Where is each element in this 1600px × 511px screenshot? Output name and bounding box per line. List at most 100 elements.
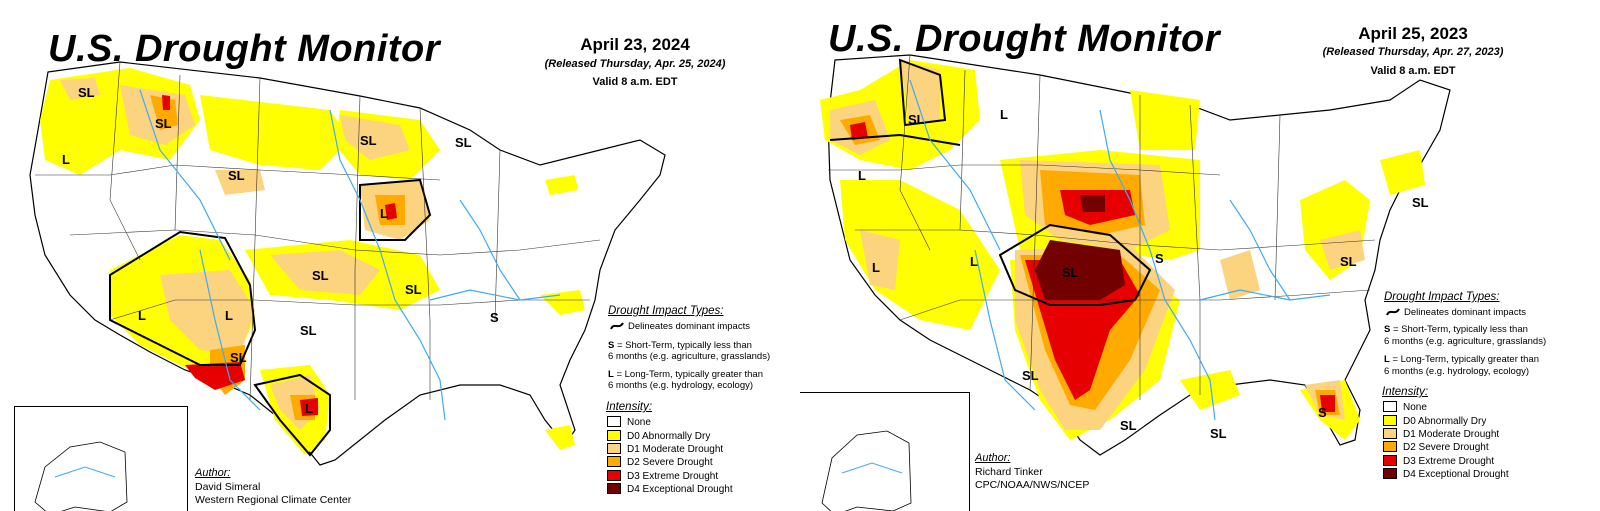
- author-name: Richard Tinker: [975, 466, 1043, 478]
- swatch-none: [607, 415, 621, 427]
- author-org: Western Regional Climate Center: [195, 494, 352, 506]
- legend-d1: D1 Moderate Drought: [607, 442, 723, 456]
- map-label: SL: [1120, 418, 1137, 433]
- impact-line-icon: [1386, 308, 1400, 316]
- swatch-d1: [1383, 427, 1397, 439]
- rivers: [909, 79, 1331, 421]
- impact-long-term-detail: 6 months (e.g. hydrology, ecology): [1384, 366, 1530, 377]
- legend-d3: D3 Extreme Drought: [1383, 454, 1494, 468]
- intensity-title: Intensity:: [1382, 386, 1429, 398]
- swatch-d4: [1383, 467, 1397, 479]
- impact-short-term: S = Short-Term, typically less than: [608, 340, 752, 351]
- map-label: L: [970, 254, 978, 269]
- legend-none: None: [607, 415, 651, 429]
- map-label: SL: [1062, 265, 1079, 280]
- map-label: S: [490, 310, 499, 325]
- map-label: SL: [312, 268, 329, 283]
- map-label: SL: [1022, 368, 1039, 383]
- swatch-d2: [1383, 440, 1397, 452]
- map-label: SL: [230, 350, 247, 365]
- release-date: (Released Thursday, Apr. 25, 2024): [544, 58, 726, 70]
- map-label: SL: [1340, 254, 1357, 269]
- impact-boundaries: [109, 178, 432, 457]
- valid-time: Valid 8 a.m. EDT: [592, 76, 678, 88]
- impact-short-term-detail: 6 months (e.g. agriculture, grasslands): [1384, 336, 1547, 347]
- author-org: CPC/NOAA/NWS/NCEP: [975, 479, 1090, 491]
- author-label: Author:: [975, 452, 1011, 464]
- map-label: SL: [360, 133, 377, 148]
- swatch-d0: [607, 429, 621, 441]
- map-label: S: [1318, 405, 1327, 420]
- swatch-d0: [1383, 414, 1397, 426]
- map-label: SL: [300, 323, 317, 338]
- map-label: L: [138, 308, 146, 323]
- map-date: April 25, 2023: [1358, 24, 1468, 43]
- author-name: David Simeral: [195, 481, 261, 493]
- map-labels-2023: SL L L L L SL S SL SL SL SL SL S: [858, 107, 1429, 441]
- impact-letter-s: S: [608, 340, 615, 351]
- author-label: Author:: [195, 467, 231, 479]
- state-lines: [828, 54, 1376, 400]
- swatch-none: [1383, 400, 1397, 412]
- legend-none: None: [1383, 400, 1427, 414]
- map-label: SL: [405, 282, 422, 297]
- us-map-2023: SL L L L L SL S SL SL SL SL SL S: [820, 54, 1451, 456]
- us-map-2024: SL SL L SL SL SL L SL SL L L SL SL L S: [29, 61, 666, 466]
- map-label: SL: [155, 116, 172, 131]
- alaska-inset: [800, 392, 970, 511]
- swatch-d4: [607, 482, 621, 494]
- drought-map-panel-2024: SL SL L SL SL SL L SL SL L L SL SL L S U…: [14, 28, 771, 511]
- swatch-d3: [607, 469, 621, 481]
- release-date: (Released Thursday, Apr. 27, 2023): [1322, 46, 1504, 58]
- legend-d1: D1 Moderate Drought: [1383, 427, 1499, 441]
- map-title: U.S. Drought Monitor: [48, 28, 441, 70]
- map-label: S: [1155, 251, 1164, 266]
- impact-types-title: Drought Impact Types:: [608, 305, 724, 317]
- map-label: SL: [908, 112, 925, 127]
- legend-d2: D2 Severe Drought: [1383, 440, 1489, 454]
- alaska-map: [34, 441, 128, 511]
- map-label: L: [380, 206, 388, 221]
- legend-d3: D3 Extreme Drought: [607, 469, 718, 483]
- impact-letter-s: S: [1384, 324, 1391, 335]
- swatch-d1: [607, 442, 621, 454]
- impact-short-term: S = Short-Term, typically less than: [1384, 324, 1528, 335]
- map-label: L: [858, 168, 866, 183]
- impact-letter-l: L: [608, 369, 614, 380]
- intensity-title: Intensity:: [606, 401, 653, 413]
- impact-long-term: L = Long-Term, typically greater than: [1384, 354, 1539, 365]
- swatch-d3: [1383, 454, 1397, 466]
- legend-d0: D0 Abnormally Dry: [607, 429, 710, 443]
- impact-dominant-text: Delineates dominant impacts: [1404, 307, 1526, 318]
- impact-types-title: Drought Impact Types:: [1384, 291, 1500, 303]
- legend-d4: D4 Exceptional Drought: [607, 482, 733, 496]
- map-label: L: [305, 401, 313, 416]
- swatch-d2: [607, 455, 621, 467]
- impact-letter-l: L: [1384, 354, 1390, 365]
- map-label: L: [872, 260, 880, 275]
- map-label: L: [225, 308, 233, 323]
- map-label: SL: [1412, 195, 1429, 210]
- map-label: L: [62, 152, 70, 167]
- impact-short-term-detail: 6 months (e.g. agriculture, grasslands): [608, 351, 771, 362]
- legend-d2: D2 Severe Drought: [607, 455, 713, 469]
- rivers: [139, 89, 561, 421]
- impact-dominant-text: Delineates dominant impacts: [628, 321, 750, 332]
- alaska-inset: [14, 406, 188, 511]
- impact-long-term-detail: 6 months (e.g. hydrology, ecology): [608, 380, 754, 391]
- drought-map-panel-2023: SL L L L L SL S SL SL SL SL SL S U.S. Dr…: [800, 0, 1600, 511]
- map-label: SL: [1210, 426, 1227, 441]
- map-label: L: [1000, 107, 1008, 122]
- impact-line-icon: [610, 322, 624, 330]
- map-labels-2024: SL SL L SL SL SL L SL SL L L SL SL L S: [62, 85, 499, 416]
- map-label: SL: [228, 168, 245, 183]
- impact-long-term: L = Long-Term, typically greater than: [608, 369, 763, 380]
- map-date: April 23, 2024: [580, 35, 690, 54]
- map-label: SL: [78, 85, 95, 100]
- valid-time: Valid 8 a.m. EDT: [1370, 65, 1456, 77]
- map-title: U.S. Drought Monitor: [828, 18, 1221, 60]
- d3-areas: [162, 95, 397, 416]
- map-label: SL: [455, 135, 472, 150]
- d4-areas: [1035, 195, 1125, 300]
- legend-d0: D0 Abnormally Dry: [1383, 414, 1486, 428]
